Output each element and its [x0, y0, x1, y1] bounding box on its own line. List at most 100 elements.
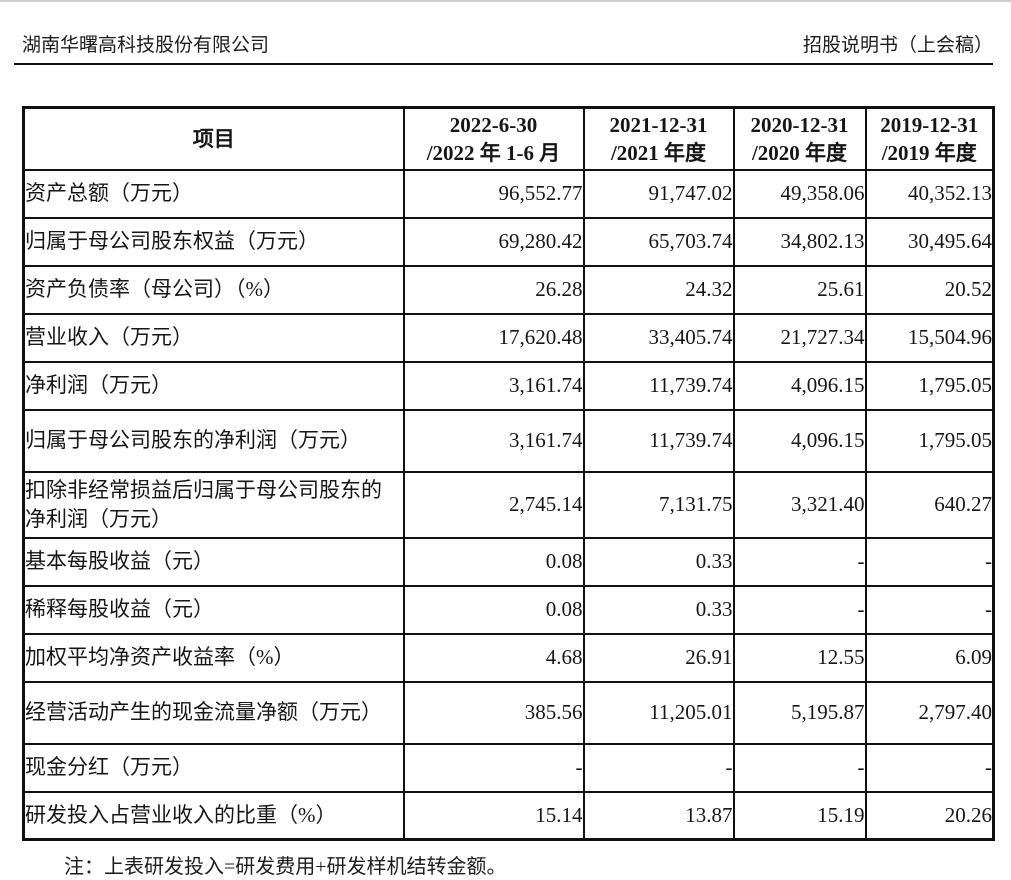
table-wrap: 项目 2022-6-30 /2022 年 1-6 月 2021-12-31 /2…: [22, 106, 1011, 841]
row-value: 15.19: [732, 790, 867, 841]
company-name: 湖南华曙高科技股份有限公司: [22, 35, 270, 56]
row-label: 加权平均净资产收益率（%）: [22, 632, 405, 683]
table-footnote: 注：上表研发投入=研发费用+研发样机结转金额。: [64, 856, 507, 878]
row-label: 归属于母公司股东的净利润（万元）: [22, 408, 405, 473]
row-value: 2,797.40: [864, 680, 995, 745]
period-range: /2019 年度: [881, 140, 977, 165]
row-label: 资产负债率（母公司）（%）: [22, 264, 405, 315]
row-value: 640.27: [864, 470, 995, 539]
row-value: 4,096.15: [732, 360, 867, 411]
period-range: /2022 年 1-6 月: [426, 140, 561, 165]
table-body: 资产总额（万元） 96,552.77 91,747.02 49,358.06 40,35…: [22, 168, 995, 841]
table-row: 加权平均净资产收益率（%） 4.68 26.91 12.55 6.09: [22, 632, 995, 683]
row-value: -: [864, 584, 995, 635]
row-value: 34,802.13: [732, 216, 867, 267]
row-value: -: [582, 742, 735, 793]
row-value: 0.33: [582, 584, 735, 635]
row-value: 33,405.74: [582, 312, 735, 363]
row-value: 385.56: [402, 680, 585, 745]
column-header-item: 项目: [22, 106, 405, 171]
period-range: /2021 年度: [610, 140, 707, 165]
period-date: 2020-12-31: [750, 112, 849, 137]
row-value: 49,358.06: [732, 168, 867, 219]
table-row: 归属于母公司股东权益（万元） 69,280.42 65,703.74 34,802.1…: [22, 216, 995, 267]
table-row: 研发投入占营业收入的比重（%） 15.14 13.87 15.19 20.26: [22, 790, 995, 841]
table-row: 资产负债率（母公司）（%） 26.28 24.32 25.61 20.52: [22, 264, 995, 315]
row-label: 净利润（万元）: [22, 360, 405, 411]
row-value: 20.26: [864, 790, 995, 841]
table-row: 资产总额（万元） 96,552.77 91,747.02 49,358.06 40,35…: [22, 168, 995, 219]
column-header-period-2: 2021-12-31 /2021 年度: [582, 106, 735, 171]
column-header-period-1: 2022-6-30 /2022 年 1-6 月: [402, 106, 585, 171]
period-range: /2020 年度: [751, 140, 848, 165]
row-label: 现金分红（万元）: [22, 742, 405, 793]
row-value: 3,161.74: [402, 408, 585, 473]
row-value: -: [732, 536, 867, 587]
table-head: 项目 2022-6-30 /2022 年 1-6 月 2021-12-31 /2…: [22, 106, 995, 171]
row-label: 稀释每股收益（元）: [22, 584, 405, 635]
column-header-period-3: 2020-12-31 /2020 年度: [732, 106, 867, 171]
row-value: 11,739.74: [582, 360, 735, 411]
header-divider: [14, 63, 993, 65]
row-label: 营业收入（万元）: [22, 312, 405, 363]
row-value: -: [864, 536, 995, 587]
row-value: 26.28: [402, 264, 585, 315]
row-value: 3,161.74: [402, 360, 585, 411]
period-date: 2021-12-31: [609, 112, 708, 137]
row-value: 15.14: [402, 790, 585, 841]
financial-summary-table: 项目 2022-6-30 /2022 年 1-6 月 2021-12-31 /2…: [22, 106, 995, 841]
row-label: 基本每股收益（元）: [22, 536, 405, 587]
table-header-row: 项目 2022-6-30 /2022 年 1-6 月 2021-12-31 /2…: [22, 106, 995, 171]
table-row: 经营活动产生的现金流量净额（万元） 385.56 11,205.01 5,195.87…: [22, 680, 995, 745]
row-value: 12.55: [732, 632, 867, 683]
row-label: 归属于母公司股东权益（万元）: [22, 216, 405, 267]
row-value: 5,195.87: [732, 680, 867, 745]
row-value: 26.91: [582, 632, 735, 683]
row-value: 40,352.13: [864, 168, 995, 219]
page-header: 湖南华曙高科技股份有限公司 招股说明书（上会稿）: [0, 2, 1011, 58]
row-value: 11,205.01: [582, 680, 735, 745]
row-value: 7,131.75: [582, 470, 735, 539]
period-date: 2022-6-30: [449, 112, 538, 137]
row-value: 25.61: [732, 264, 867, 315]
period-date: 2019-12-31: [880, 112, 979, 137]
row-value: 30,495.64: [864, 216, 995, 267]
table-row: 营业收入（万元） 17,620.48 33,405.74 21,727.34 15,50…: [22, 312, 995, 363]
row-value: 11,739.74: [582, 408, 735, 473]
row-value: 2,745.14: [402, 470, 585, 539]
row-value: 65,703.74: [582, 216, 735, 267]
column-header-period-4: 2019-12-31 /2019 年度: [864, 106, 995, 171]
row-value: 0.08: [402, 584, 585, 635]
row-value: 0.33: [582, 536, 735, 587]
row-value: -: [732, 742, 867, 793]
row-value: 4.68: [402, 632, 585, 683]
row-value: 96,552.77: [402, 168, 585, 219]
table-row: 现金分红（万元） - - - -: [22, 742, 995, 793]
row-value: 13.87: [582, 790, 735, 841]
table-row: 基本每股收益（元） 0.08 0.33- -: [22, 536, 995, 587]
row-value: 17,620.48: [402, 312, 585, 363]
row-value: 0.08: [402, 536, 585, 587]
row-value: 91,747.02: [582, 168, 735, 219]
row-label: 扣除非经常损益后归属于母公司股东的净利润（万元）: [22, 470, 405, 539]
table-row: 归属于母公司股东的净利润（万元） 3,161.74 11,739.74 4,096.1…: [22, 408, 995, 473]
row-value: -: [402, 742, 585, 793]
row-value: 6.09: [864, 632, 995, 683]
document-title: 招股说明书（上会稿）: [802, 35, 993, 56]
row-value: -: [864, 742, 995, 793]
table-row: 稀释每股收益（元） 0.08 0.33- -: [22, 584, 995, 635]
row-value: 1,795.05: [864, 408, 995, 473]
row-value: 15,504.96: [864, 312, 995, 363]
row-value: 69,280.42: [402, 216, 585, 267]
row-value: 20.52: [864, 264, 995, 315]
row-value: 24.32: [582, 264, 735, 315]
row-label: 资产总额（万元）: [22, 168, 405, 219]
row-label: 经营活动产生的现金流量净额（万元）: [22, 680, 405, 745]
row-value: 4,096.15: [732, 408, 867, 473]
table-row: 净利润（万元） 3,161.74 11,739.74 4,096.15 1,795.05: [22, 360, 995, 411]
row-value: 3,321.40: [732, 470, 867, 539]
row-label: 研发投入占营业收入的比重（%）: [22, 790, 405, 841]
row-value: -: [732, 584, 867, 635]
row-value: 21,727.34: [732, 312, 867, 363]
